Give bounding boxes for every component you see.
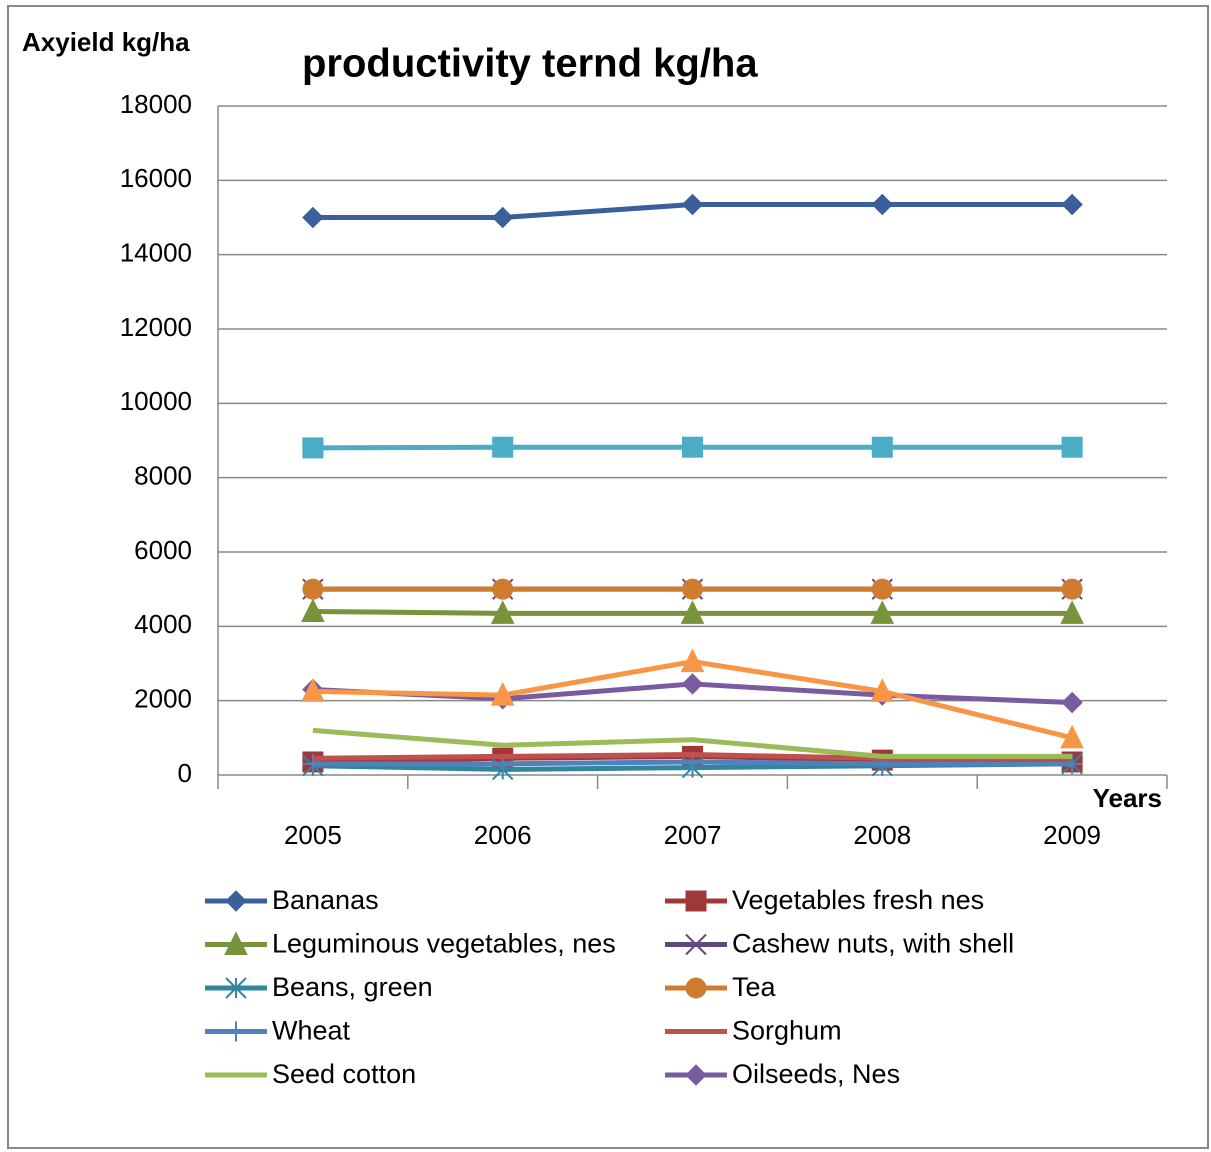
legend-label: Tea	[732, 972, 777, 1002]
x-tick-label: 2007	[664, 820, 722, 850]
y-tick-label: 0	[178, 758, 192, 788]
x-tick-label: 2006	[474, 820, 532, 850]
y-tick-label: 16000	[120, 163, 192, 193]
y-tick-label: 2000	[134, 684, 192, 714]
marker	[871, 436, 893, 458]
y-tick-label: 12000	[120, 312, 192, 342]
marker	[492, 436, 514, 458]
marker	[302, 206, 324, 229]
marker	[1061, 578, 1083, 600]
marker	[870, 600, 895, 624]
chart-title: productivity ternd kg/ha	[302, 42, 758, 86]
x-tick-label: 2009	[1043, 820, 1101, 850]
marker	[225, 890, 247, 912]
legend-label: Leguminous vegetables, nes	[272, 929, 616, 959]
marker	[301, 678, 325, 702]
marker	[490, 681, 515, 706]
legend-label: Beans, green	[272, 972, 433, 1002]
marker	[682, 436, 703, 458]
marker	[302, 437, 324, 459]
legend-label: Sorghum	[732, 1016, 842, 1046]
marker	[680, 600, 705, 624]
x-tick-label: 2008	[853, 820, 911, 850]
marker	[1061, 436, 1083, 458]
marker	[685, 933, 707, 956]
marker	[681, 673, 704, 695]
legend-label: Wheat	[272, 1016, 351, 1046]
marker	[871, 193, 894, 216]
marker	[685, 1064, 707, 1086]
y-tick-label: 4000	[134, 609, 192, 639]
marker	[1060, 724, 1084, 749]
y-tick-label: 14000	[120, 238, 192, 268]
series-line	[312, 727, 1073, 759]
marker	[492, 578, 514, 600]
marker	[226, 1021, 246, 1042]
y-tick-label: 18000	[120, 89, 192, 119]
marker	[682, 578, 703, 600]
y-tick-label: 8000	[134, 461, 192, 491]
marker	[685, 977, 707, 999]
marker	[1061, 193, 1083, 216]
legend-label: Bananas	[272, 885, 379, 915]
y-axis-label: Axyield kg/ha	[22, 27, 190, 57]
marker	[1061, 691, 1083, 714]
marker	[1060, 600, 1084, 624]
legend-label: Cashew nuts, with shell	[732, 929, 1014, 959]
legend-label: Oilseeds, Nes	[732, 1059, 900, 1089]
marker	[491, 206, 514, 229]
marker	[490, 600, 515, 624]
chart-border	[7, 5, 1209, 1149]
x-tick-label: 2005	[284, 820, 342, 850]
marker	[225, 977, 247, 999]
legend-label: Seed cotton	[272, 1059, 416, 1089]
marker	[685, 890, 707, 912]
marker	[870, 678, 895, 702]
legend-label: Vegetables fresh nes	[732, 885, 984, 915]
marker	[301, 598, 325, 622]
marker	[302, 578, 324, 600]
marker	[871, 578, 893, 600]
marker	[680, 648, 705, 673]
y-tick-label: 6000	[134, 535, 192, 565]
marker	[224, 931, 248, 955]
y-tick-label: 10000	[120, 386, 192, 416]
x-axis-label: Years	[1093, 783, 1162, 813]
marker	[681, 193, 704, 216]
